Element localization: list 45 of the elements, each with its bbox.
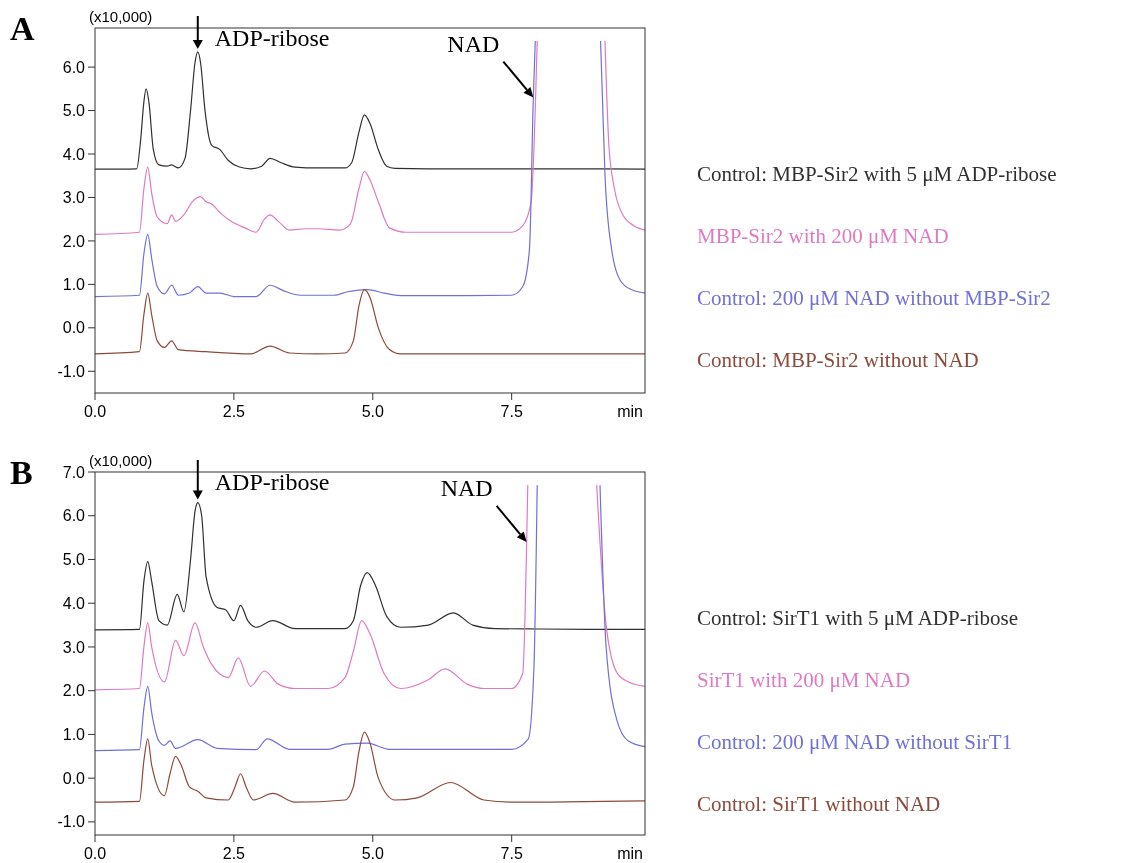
x-tick-label: 0.0	[83, 845, 107, 862]
x-tick-label: 5.0	[361, 845, 384, 862]
y-axis-title: (x10,000)	[89, 452, 153, 469]
y-tick-label: -1.0	[57, 813, 86, 831]
text: MBP-Sir2 with 200 μM NAD	[697, 224, 949, 249]
x-axis-title: min	[617, 403, 643, 420]
y-tick-label: 0.0	[62, 769, 86, 787]
y-tick-label: 3.0	[62, 638, 86, 656]
annotation: NAD	[447, 30, 500, 57]
x-tick-label: 0.0	[83, 403, 107, 420]
text: Control: SirT1 without NAD	[697, 791, 941, 816]
x-axis-title: min	[617, 845, 643, 862]
x-tick-label: 7.5	[500, 845, 523, 862]
text: SirT1 with 200 μM NAD	[697, 667, 911, 692]
annotation: NAD	[440, 474, 493, 501]
y-tick-label: 2.0	[62, 232, 86, 250]
y-tick-label: 5.0	[62, 102, 86, 120]
line-series	[94, 731, 646, 803]
x-tick-label: 2.5	[222, 845, 246, 862]
text: Control: 200 μM NAD without SirT1	[697, 729, 1013, 754]
text: Control: 200 μM NAD without MBP-Sir2	[697, 286, 1051, 311]
y-tick-label: 6.0	[62, 58, 86, 76]
y-tick-label: 2.0	[62, 682, 86, 700]
y-tick-label: 4.0	[62, 145, 86, 163]
annotation: ADP-ribose	[214, 25, 330, 51]
chart-title: B	[10, 454, 33, 491]
y-tick-label: 1.0	[62, 726, 86, 744]
y-tick-label: 6.0	[62, 507, 86, 525]
x-tick-label: 7.5	[500, 403, 523, 420]
text: Control: SirT1 with 5 μM ADP-ribose	[697, 605, 1019, 630]
y-tick-label: 4.0	[62, 594, 86, 612]
y-tick-label: 7.0	[62, 463, 86, 481]
line-series	[94, 288, 646, 355]
y-tick-label: 5.0	[62, 551, 86, 569]
y-tick-label: 3.0	[62, 189, 86, 207]
chart-title: A	[10, 10, 35, 47]
y-tick-label: 0.0	[62, 319, 86, 337]
text: Control: MBP-Sir2 without NAD	[697, 348, 979, 373]
annotation: ADP-ribose	[214, 469, 330, 495]
x-tick-label: 5.0	[361, 403, 384, 420]
x-tick-label: 2.5	[222, 403, 246, 420]
y-axis-title: (x10,000)	[89, 8, 153, 25]
text: Control: MBP-Sir2 with 5 μM ADP-ribose	[697, 162, 1057, 187]
y-tick-label: 1.0	[62, 275, 86, 293]
y-tick-label: -1.0	[57, 362, 86, 380]
